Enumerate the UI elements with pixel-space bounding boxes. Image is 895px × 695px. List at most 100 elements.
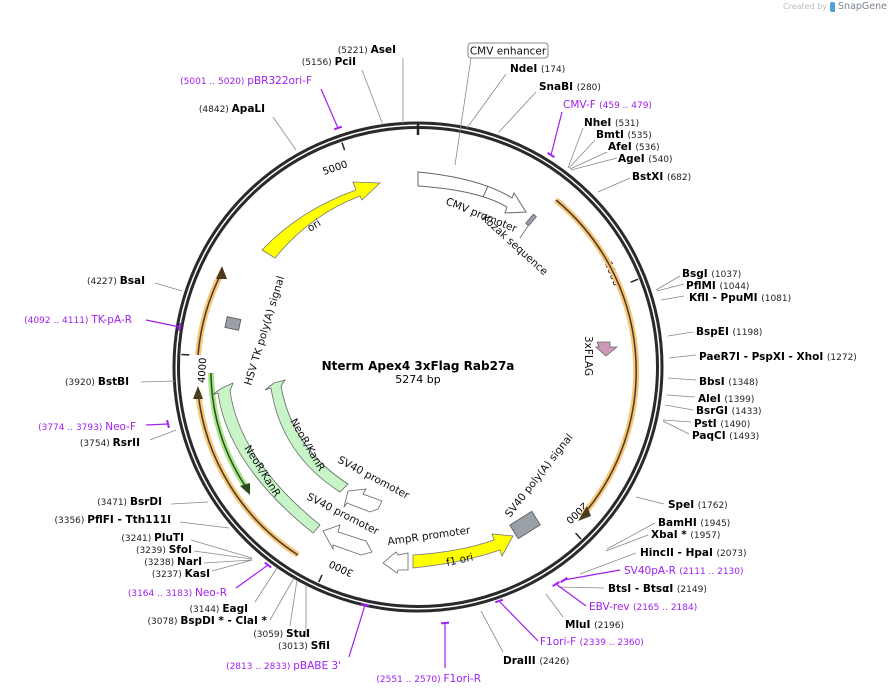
enzyme-site[interactable]: (3920) BstBI xyxy=(65,376,129,388)
feature-hsv-tk-polya[interactable] xyxy=(224,316,242,331)
enzyme-site[interactable]: PflMI (1044) xyxy=(686,280,749,292)
enzyme-site[interactable]: SpeI (1762) xyxy=(668,499,728,511)
orf-left-top-highlight[interactable] xyxy=(195,270,225,356)
enzyme-site[interactable]: (3144) EagI xyxy=(190,603,248,615)
enzyme-line xyxy=(668,354,697,359)
enzyme-site[interactable]: BamHI (1945) xyxy=(658,517,730,529)
enzyme-position: (682) xyxy=(667,173,691,183)
enzyme-site[interactable]: BtsI - BtsαI (2149) xyxy=(608,583,707,595)
label-f1-ori: f1 ori xyxy=(445,552,474,569)
enzyme-site[interactable]: (3078) BspDI * - ClaI * xyxy=(148,615,268,627)
primer-site[interactable]: (2813 .. 2833) pBABE 3' xyxy=(226,660,341,672)
enzyme-site[interactable]: (3239) SfoI xyxy=(136,544,192,556)
primer-site[interactable]: (3164 .. 3183) Neo-R xyxy=(128,587,227,599)
enzyme-site[interactable]: BbsI (1348) xyxy=(699,376,758,388)
enzyme-site[interactable]: AleI (1399) xyxy=(698,393,754,405)
primer-binding-mark xyxy=(440,621,450,625)
cmv-enhancer-label: CMV enhancer xyxy=(470,46,547,58)
orf-green-arrowhead-icon xyxy=(240,483,250,495)
orf-green-line xyxy=(210,372,249,491)
enzyme-site[interactable]: (3241) PluTI xyxy=(121,532,184,544)
enzyme-position: (280) xyxy=(577,83,601,93)
enzyme-site[interactable]: AfeI (536) xyxy=(608,141,660,153)
enzyme-position: (1490) xyxy=(720,420,750,430)
feature-f1-ori[interactable] xyxy=(412,533,514,569)
plasmid-length: 5274 bp xyxy=(395,373,440,386)
enzyme-site[interactable]: (4227) BsaI xyxy=(87,275,145,287)
enzyme-site[interactable]: KflI - PpuMI (1081) xyxy=(689,292,791,304)
enzyme-site[interactable]: HincII - HpaI (2073) xyxy=(640,547,746,559)
enzyme-site[interactable]: AgeI (540) xyxy=(618,153,673,165)
enzyme-name: SfiI xyxy=(311,640,330,652)
enzyme-site[interactable]: (3013) SfiI xyxy=(278,640,330,652)
enzyme-site[interactable]: NheI (531) xyxy=(584,117,639,129)
feature-neor-kanr-outer[interactable] xyxy=(211,382,321,534)
feature-neor-kanr-inner[interactable] xyxy=(264,379,349,493)
feature-sv40-polya[interactable] xyxy=(509,510,541,540)
enzyme-position: (4227) xyxy=(87,277,120,287)
enzyme-line xyxy=(635,496,665,505)
cmv-enhancer-box[interactable] xyxy=(467,42,549,59)
feature-kozak[interactable] xyxy=(525,213,537,227)
enzyme-line xyxy=(660,295,685,301)
primer-binding-mark xyxy=(178,322,182,332)
orf-right-line xyxy=(555,199,637,516)
primer-binding-mark xyxy=(166,419,170,429)
enzyme-position: (3471) xyxy=(97,498,130,508)
primer-line xyxy=(498,600,539,642)
primer-site[interactable]: (3774 .. 3793) Neo-F xyxy=(38,421,136,433)
enzyme-site[interactable]: BsrGI (1433) xyxy=(696,405,762,417)
enzyme-site[interactable]: (3754) RsrII xyxy=(80,437,140,449)
enzyme-line xyxy=(662,420,690,435)
primer-site[interactable]: F1ori-F (2339 .. 2360) xyxy=(540,636,644,648)
enzyme-site[interactable]: BsgI (1037) xyxy=(682,268,741,280)
feature-sv40-promoter-outer[interactable] xyxy=(322,524,373,556)
enzyme-site[interactable]: MluI (2196) xyxy=(565,619,624,631)
feature-3xflag[interactable] xyxy=(594,341,619,357)
enzyme-site[interactable]: (4842) ApaLI xyxy=(199,103,265,115)
enzyme-site[interactable]: PstI (1490) xyxy=(694,418,750,430)
primer-line xyxy=(320,88,339,129)
feature-cmv-promoter[interactable] xyxy=(417,171,527,214)
enzyme-site[interactable]: (3356) PflFI - Tth111I xyxy=(54,514,171,526)
primer-site[interactable]: EBV-rev (2165 .. 2184) xyxy=(589,601,697,613)
enzyme-site[interactable]: BspEI (1198) xyxy=(696,326,762,338)
enzyme-site[interactable]: (3238) NarI xyxy=(144,556,202,568)
enzyme-site[interactable]: (3237) KasI xyxy=(152,568,210,580)
enzyme-site[interactable]: PaeR7I - PspXI - XhoI (1272) xyxy=(699,351,857,363)
snapgene-credit: Created by SnapGene xyxy=(783,1,887,12)
enzyme-name: HincII - HpaI xyxy=(640,547,717,559)
enzyme-line xyxy=(190,539,253,559)
enzyme-site[interactable]: SnaBI (280) xyxy=(539,81,601,93)
enzyme-position: (3078) xyxy=(148,617,181,627)
enzyme-site[interactable]: (5221) AseI xyxy=(338,44,396,56)
enzyme-site[interactable]: (3471) BsrDI xyxy=(97,496,162,508)
feature-sv40-promoter-inner[interactable] xyxy=(343,488,383,513)
primer-site[interactable]: (4092 .. 4111) TK-pA-R xyxy=(24,314,132,326)
enzyme-position: (535) xyxy=(628,131,652,141)
enzyme-site[interactable]: BmtI (535) xyxy=(596,129,652,141)
primer-site[interactable]: SV40pA-R (2111 .. 2130) xyxy=(624,565,744,577)
enzyme-site[interactable]: (5156) PciI xyxy=(302,56,356,68)
enzyme-site[interactable]: (3059) StuI xyxy=(253,628,310,640)
feature-ampr-promoter[interactable] xyxy=(382,551,409,574)
enzyme-site[interactable]: PaqCI (1493) xyxy=(692,430,759,442)
enzyme-name: NheI xyxy=(584,117,615,129)
enzyme-position: (3920) xyxy=(65,378,98,388)
primer-site[interactable]: (2551 .. 2570) F1ori-R xyxy=(376,673,481,685)
enzyme-site[interactable]: BstXI (682) xyxy=(632,171,691,183)
enzyme-site[interactable]: XbaI * (1957) xyxy=(651,529,720,541)
primer-site[interactable]: CMV-F (459 .. 479) xyxy=(563,99,652,111)
primer-labels: (5001 .. 5020) pBR322ori-F CMV-F (459 .. … xyxy=(24,75,743,685)
enzyme-site[interactable]: DraIII (2426) xyxy=(503,655,569,667)
enzyme-position: (2426) xyxy=(539,657,569,667)
enzyme-name: SpeI xyxy=(668,499,698,511)
enzyme-site[interactable]: NdeI (174) xyxy=(510,63,565,75)
primer-site[interactable]: (5001 .. 5020) pBR322ori-F xyxy=(180,75,312,87)
enzyme-line xyxy=(579,552,637,575)
feature-ori[interactable] xyxy=(261,181,381,259)
enzyme-name: PflMI xyxy=(686,280,720,292)
primer-line xyxy=(235,564,269,589)
enzyme-name: BstBI xyxy=(98,376,129,388)
enzyme-position: (1957) xyxy=(690,531,720,541)
